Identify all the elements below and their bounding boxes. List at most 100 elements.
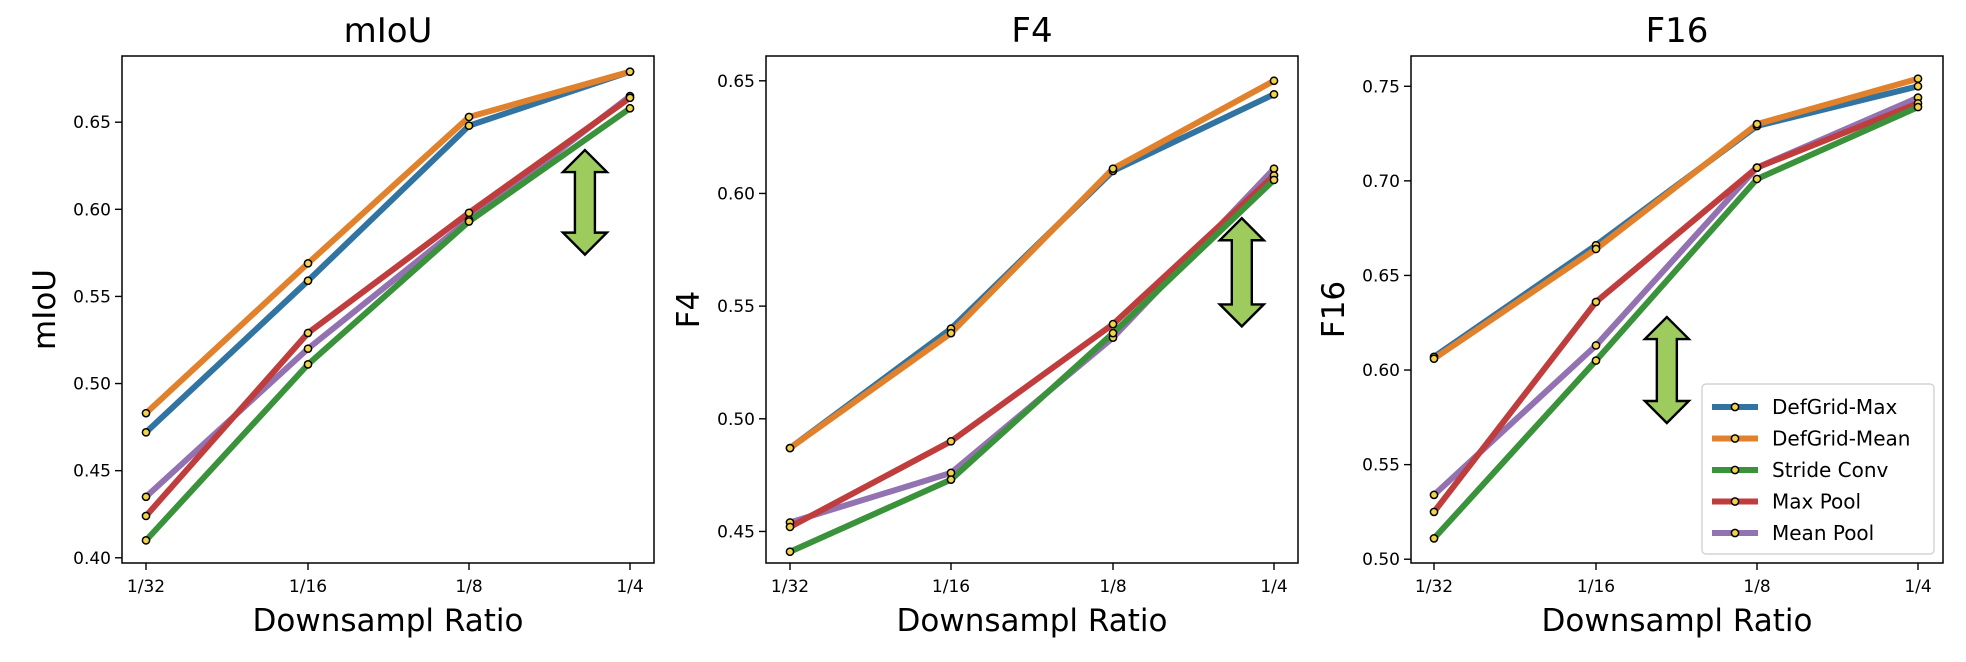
- data-point: [1429, 507, 1439, 517]
- data-point: [1913, 102, 1923, 112]
- series-line: [788, 78, 1276, 451]
- y-tick-label: 0.50: [73, 375, 111, 395]
- data-point: [303, 258, 313, 268]
- x-tick-label: 1/8: [1099, 577, 1126, 597]
- chart-title: F16: [1646, 11, 1709, 51]
- chart-panel-miou: mIoU 0.40 0.45 0.50 0.55 0.60 0.65 1/32 1/16 1/8 1…: [27, 11, 655, 639]
- double-arrow-annotation: [560, 148, 610, 257]
- legend-swatch-marker: [1730, 402, 1740, 412]
- data-point: [946, 436, 956, 446]
- data-point: [141, 511, 151, 521]
- data-point: [464, 112, 474, 122]
- legend-label: DefGrid-Mean: [1772, 427, 1910, 451]
- legend-label: DefGrid-Max: [1772, 395, 1897, 419]
- y-tick-label: 0.45: [73, 462, 111, 482]
- y-tick-label: 0.40: [73, 549, 111, 569]
- data-point: [946, 328, 956, 338]
- y-tick-label: 0.60: [717, 184, 755, 204]
- y-axis-label: mIoU: [27, 269, 63, 350]
- x-axis-label: Downsampl Ratio: [253, 603, 524, 639]
- y-tick-label: 0.65: [73, 113, 111, 133]
- legend-label: Max Pool: [1772, 490, 1861, 514]
- data-point: [1913, 81, 1923, 91]
- y-tick-label: 0.60: [73, 200, 111, 220]
- data-point: [1108, 164, 1118, 174]
- legend-label: Mean Pool: [1772, 521, 1874, 545]
- x-tick-label: 1/32: [771, 577, 809, 597]
- data-point: [946, 475, 956, 484]
- legend-swatch-marker: [1730, 528, 1740, 538]
- legend-item: Stride Conv: [1712, 458, 1889, 482]
- data-point: [1108, 319, 1118, 329]
- data-point: [1429, 354, 1439, 364]
- series-line: [788, 177, 1277, 555]
- data-point: [1591, 356, 1601, 365]
- y-tick-label: 0.55: [1362, 456, 1400, 476]
- legend: DefGrid-Max DefGrid-Mean Stride Conv Max Po…: [1701, 383, 1935, 555]
- data-point: [303, 360, 313, 369]
- data-point: [464, 217, 474, 226]
- chart-panel-f4: F4 0.45 0.50 0.55 0.60 0.65 1/32 1/16 1/8 1/4 Down…: [671, 11, 1299, 639]
- series-line: [143, 105, 632, 543]
- axes-frame: [121, 55, 655, 564]
- data-point: [1591, 244, 1601, 254]
- y-tick-label: 0.65: [1362, 266, 1400, 286]
- data-point: [625, 67, 635, 77]
- x-tick-label: 1/16: [1577, 577, 1615, 597]
- x-axis-label: Downsampl Ratio: [1542, 603, 1813, 639]
- chart-title: mIoU: [344, 11, 433, 51]
- x-tick-label: 1/8: [1743, 577, 1770, 597]
- data-point: [1269, 89, 1279, 99]
- legend-label: Stride Conv: [1772, 458, 1889, 482]
- legend-item: Max Pool: [1712, 490, 1861, 514]
- series-line: [789, 166, 1277, 526]
- chart-title: F4: [1011, 11, 1052, 51]
- y-tick-label: 0.75: [1362, 77, 1400, 97]
- x-tick-label: 1/4: [616, 577, 643, 597]
- data-point: [303, 276, 313, 286]
- data-point: [303, 344, 313, 354]
- data-point: [464, 121, 474, 131]
- y-axis-label: F4: [671, 291, 707, 329]
- legend-swatch-marker: [1730, 497, 1740, 506]
- series-line: [1431, 100, 1920, 514]
- data-point: [625, 103, 635, 113]
- y-tick-label: 0.65: [717, 72, 755, 92]
- data-point: [141, 427, 151, 437]
- series-line: [143, 95, 632, 518]
- data-point: [1752, 174, 1762, 184]
- data-point: [1429, 534, 1439, 543]
- y-tick-label: 0.70: [1362, 172, 1400, 192]
- data-point: [141, 536, 151, 545]
- y-tick-label: 0.50: [717, 410, 755, 430]
- data-point: [141, 492, 151, 502]
- double-arrow-annotation: [1641, 315, 1692, 425]
- series-line: [1432, 75, 1919, 362]
- data-point: [1752, 119, 1762, 129]
- x-tick-label: 1/4: [1260, 577, 1287, 597]
- legend-swatch-marker: [1730, 434, 1740, 443]
- data-point: [141, 408, 151, 418]
- data-point: [1913, 74, 1923, 84]
- data-point: [1591, 341, 1601, 350]
- data-point: [785, 443, 795, 453]
- x-tick-label: 1/8: [455, 577, 482, 597]
- legend-box: [1701, 383, 1935, 555]
- axes-frame: [765, 55, 1299, 564]
- x-axis-label: Downsampl Ratio: [897, 603, 1168, 639]
- x-tick-label: 1/32: [1415, 577, 1453, 597]
- series-line: [143, 68, 631, 435]
- data-point: [1269, 175, 1279, 185]
- data-point: [785, 522, 795, 532]
- series-line: [1431, 104, 1920, 541]
- legend-item: Mean Pool: [1712, 521, 1874, 545]
- y-tick-label: 0.55: [73, 287, 111, 307]
- legend-swatch-marker: [1730, 465, 1740, 475]
- axes-frame: [1410, 55, 1944, 564]
- data-point: [303, 328, 313, 338]
- data-point: [1591, 297, 1601, 307]
- data-point: [785, 547, 795, 557]
- data-point: [1269, 76, 1279, 86]
